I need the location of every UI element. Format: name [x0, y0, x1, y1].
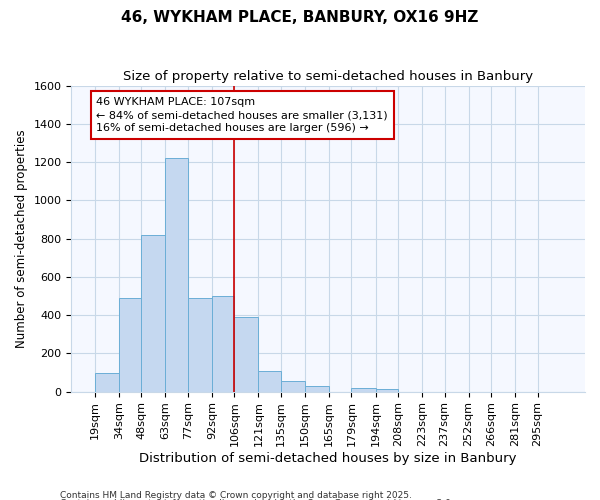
Bar: [259, 370, 281, 392]
Bar: [141, 235, 166, 392]
Bar: [188, 298, 212, 392]
Bar: [376, 389, 398, 392]
Text: Contains HM Land Registry data © Crown copyright and database right 2025.: Contains HM Land Registry data © Crown c…: [60, 490, 412, 500]
Bar: [352, 388, 376, 392]
Bar: [281, 381, 305, 392]
Bar: [119, 298, 141, 392]
Y-axis label: Number of semi-detached properties: Number of semi-detached properties: [15, 130, 28, 348]
Bar: [212, 296, 235, 392]
Title: Size of property relative to semi-detached houses in Banbury: Size of property relative to semi-detach…: [123, 70, 533, 83]
Text: 46 WYKHAM PLACE: 107sqm
← 84% of semi-detached houses are smaller (3,131)
16% of: 46 WYKHAM PLACE: 107sqm ← 84% of semi-de…: [97, 97, 388, 134]
Bar: [95, 372, 119, 392]
Bar: [235, 317, 259, 392]
Bar: [166, 158, 188, 392]
Text: 46, WYKHAM PLACE, BANBURY, OX16 9HZ: 46, WYKHAM PLACE, BANBURY, OX16 9HZ: [121, 10, 479, 25]
X-axis label: Distribution of semi-detached houses by size in Banbury: Distribution of semi-detached houses by …: [139, 452, 517, 465]
Bar: [305, 386, 329, 392]
